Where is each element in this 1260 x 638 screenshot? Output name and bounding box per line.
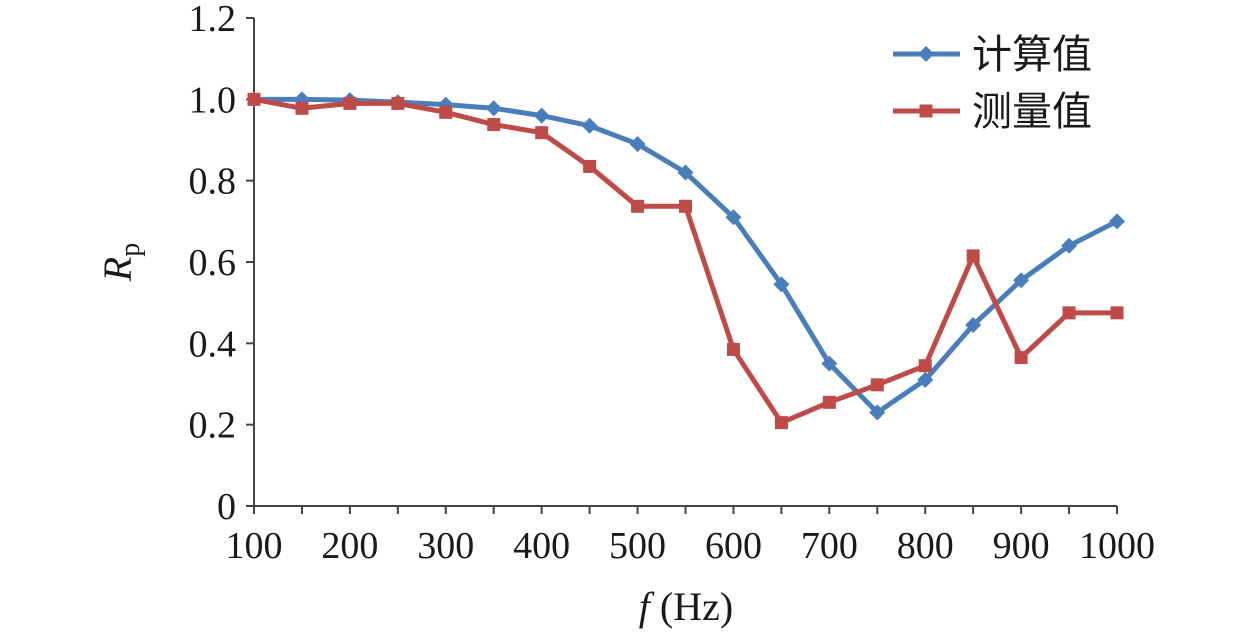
x-tick-label: 600: [705, 525, 762, 567]
data-point: [1014, 351, 1028, 365]
x-tick-label: 300: [417, 525, 474, 567]
data-point: [485, 100, 502, 117]
y-tick-label: 1.0: [189, 79, 237, 121]
x-axis-title: f (Hz): [639, 584, 733, 629]
data-point: [487, 118, 501, 132]
data-point: [726, 342, 740, 356]
data-point: [1013, 272, 1030, 289]
x-tick-label: 700: [801, 525, 858, 567]
data-point: [773, 276, 790, 293]
x-tick-label: 800: [897, 525, 954, 567]
y-tick-label: 0.6: [189, 242, 237, 284]
x-axis-title-unit: (Hz): [660, 584, 733, 629]
x-tick-label: 500: [609, 525, 666, 567]
data-point: [631, 199, 645, 213]
data-point: [533, 107, 550, 124]
y-axis-title-main: R: [95, 257, 140, 282]
x-tick-label: 1000: [1079, 525, 1155, 567]
data-point: [870, 378, 884, 392]
x-tick-label: 900: [993, 525, 1050, 567]
data-point: [966, 249, 980, 263]
data-point: [677, 164, 694, 181]
data-point: [629, 136, 646, 153]
data-point: [1061, 237, 1078, 254]
data-point: [965, 317, 982, 334]
data-point: [583, 159, 597, 173]
y-tick-label: 0.8: [189, 161, 237, 203]
y-axis-title-subscript: p: [115, 243, 146, 257]
data-point: [295, 101, 309, 115]
data-point: [247, 92, 261, 106]
data-point: [391, 96, 405, 110]
data-point: [679, 199, 692, 213]
data-point: [439, 105, 453, 119]
series-line: [254, 96, 1119, 415]
data-point: [725, 209, 742, 226]
series-2: [247, 92, 1124, 430]
series-1: [246, 91, 1125, 421]
data-point: [918, 359, 932, 373]
legend-marker: [919, 104, 933, 118]
legend-marker: [918, 46, 934, 62]
x-tick-label: 200: [321, 525, 378, 567]
y-tick-label: 0.4: [189, 323, 237, 365]
series-layer: [246, 91, 1125, 430]
legend-label: 测量值: [972, 89, 1092, 135]
data-point: [581, 117, 598, 134]
data-point: [535, 126, 549, 140]
y-tick-label: 0: [217, 486, 236, 528]
x-axis-title-variable: f: [639, 584, 660, 629]
axis-titles: Rp f (Hz): [95, 243, 733, 629]
data-point: [1110, 306, 1124, 320]
x-tick-label: 100: [226, 525, 283, 567]
y-tick-label: 0.2: [189, 405, 237, 447]
data-point: [822, 395, 836, 409]
legend-label: 计算值: [972, 32, 1092, 78]
legend-item: 计算值: [893, 32, 1092, 78]
data-point: [1062, 306, 1076, 320]
data-point: [821, 355, 838, 372]
axes: [246, 17, 1118, 514]
legend-item: 测量值: [893, 89, 1092, 135]
data-point: [343, 96, 357, 110]
y-axis-title: Rp: [95, 243, 146, 282]
tick-labels: 0 0.2 0.4 0.6 0.8 1.0 1.2 100 200 300 400 500 600 700…: [189, 0, 1156, 567]
data-point: [1109, 213, 1125, 230]
data-point: [917, 371, 934, 388]
y-tick-label: 1.2: [189, 0, 237, 40]
series-line: [253, 96, 1117, 426]
data-point: [869, 404, 886, 421]
x-tick-label: 400: [513, 525, 570, 567]
data-point: [774, 416, 788, 430]
